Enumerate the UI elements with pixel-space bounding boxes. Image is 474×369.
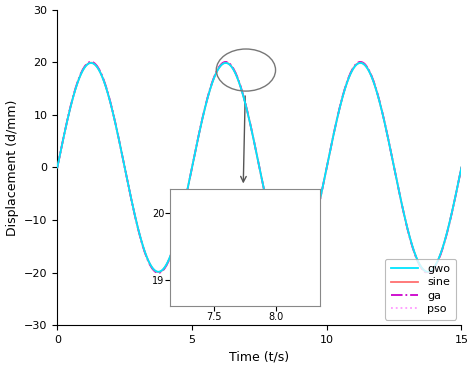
pso	[55, 165, 60, 170]
sine	[290, 270, 296, 274]
gwo	[297, 264, 303, 269]
pso	[297, 265, 303, 270]
gwo	[55, 165, 60, 170]
ga	[387, 144, 392, 148]
ga	[209, 81, 215, 86]
ga	[290, 270, 296, 275]
ga	[318, 196, 323, 201]
gwo	[356, 61, 362, 65]
gwo	[318, 196, 323, 200]
pso	[459, 165, 465, 170]
pso	[356, 60, 362, 65]
pso	[223, 60, 228, 64]
sine	[459, 165, 465, 170]
sine	[55, 165, 60, 170]
ga	[128, 194, 134, 199]
pso	[128, 194, 134, 199]
gwo	[387, 144, 392, 149]
sine	[318, 196, 323, 200]
sine	[209, 82, 215, 86]
gwo	[209, 82, 215, 87]
pso	[290, 270, 296, 275]
sine	[128, 194, 134, 199]
gwo	[290, 270, 296, 274]
X-axis label: Time (t/s): Time (t/s)	[229, 351, 290, 363]
sine	[297, 265, 303, 269]
Y-axis label: Displacement (d/mm): Displacement (d/mm)	[6, 99, 18, 235]
gwo	[459, 165, 465, 170]
ga	[55, 165, 60, 170]
sine	[387, 144, 392, 148]
ga	[356, 60, 362, 64]
Line: gwo: gwo	[57, 63, 462, 272]
Legend: gwo, sine, ga, pso: gwo, sine, ga, pso	[385, 259, 456, 320]
gwo	[128, 194, 134, 199]
sine	[223, 61, 228, 65]
Line: pso: pso	[57, 62, 462, 273]
ga	[459, 165, 465, 170]
gwo	[223, 61, 228, 65]
Line: sine: sine	[57, 63, 462, 272]
ga	[297, 265, 303, 270]
sine	[356, 61, 362, 65]
Line: ga: ga	[57, 62, 462, 273]
ga	[223, 60, 228, 64]
pso	[387, 144, 392, 148]
pso	[209, 82, 215, 86]
pso	[318, 196, 323, 201]
